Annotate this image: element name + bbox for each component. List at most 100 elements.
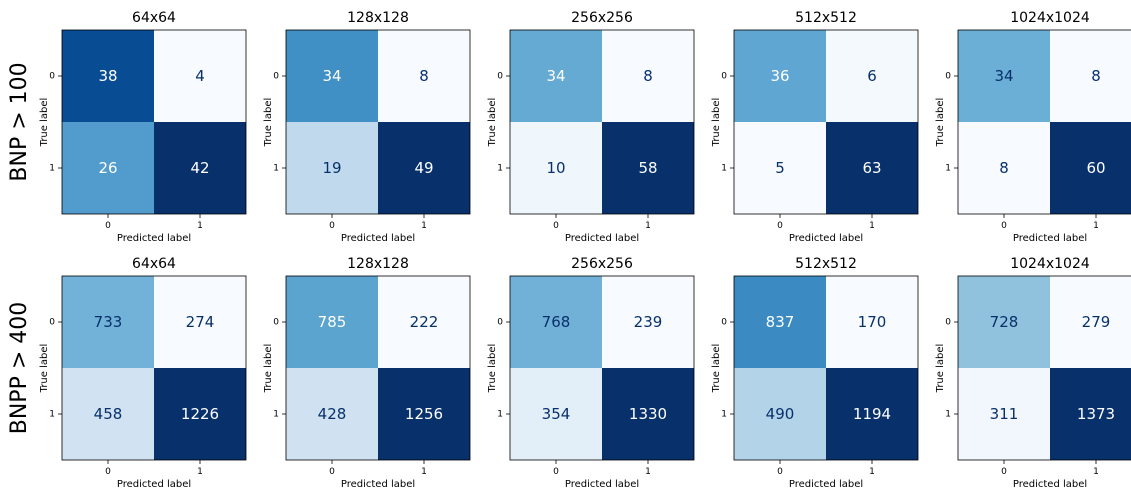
- cell-value: 274: [186, 313, 215, 331]
- x-tick-label: 1: [869, 221, 875, 231]
- y-axis-label: True label: [39, 98, 50, 148]
- matrix-cell: [378, 368, 470, 460]
- panel-title: 256x256: [571, 10, 633, 26]
- cell-value: 60: [1086, 159, 1105, 177]
- panel-frame: [957, 275, 1131, 461]
- row-label: BNP > 100: [7, 62, 32, 181]
- panel-title: 64x64: [132, 256, 176, 272]
- matrix-cell: [602, 30, 694, 122]
- matrix-cell: [602, 368, 694, 460]
- cell-value: 1226: [181, 405, 219, 423]
- x-tick-label: 0: [553, 221, 559, 231]
- y-tick-label: 1: [273, 164, 279, 174]
- x-axis-label: Predicted label: [1013, 479, 1087, 490]
- y-axis-label: True label: [263, 98, 274, 148]
- matrix-cell: [1050, 368, 1131, 460]
- cell-value: 1194: [853, 405, 891, 423]
- cell-value: 733: [94, 313, 123, 331]
- matrix-cell: [154, 368, 246, 460]
- matrix-cell: [1050, 122, 1131, 214]
- matrix-cell: [734, 276, 826, 368]
- matrix-cell: [602, 122, 694, 214]
- y-tick-label: 1: [721, 410, 727, 420]
- x-tick-label: 0: [329, 467, 335, 477]
- matrix-cell: [62, 30, 154, 122]
- panel-frame: [509, 275, 695, 461]
- cell-value: 49: [414, 159, 433, 177]
- matrix-cell: [286, 276, 378, 368]
- matrix-cell: [826, 122, 918, 214]
- matrix-cell: [62, 276, 154, 368]
- x-axis-label: Predicted label: [565, 233, 639, 244]
- cell-value: 1256: [405, 405, 443, 423]
- cell-value: 8: [1091, 67, 1101, 85]
- panel-frame: [61, 29, 247, 215]
- cell-value: 34: [322, 67, 341, 85]
- matrix-cell: [510, 122, 602, 214]
- panel-frame: [509, 29, 695, 215]
- y-tick-label: 0: [721, 72, 727, 82]
- cell-value: 63: [862, 159, 881, 177]
- matrix-cell: [154, 276, 246, 368]
- matrix-cell: [510, 368, 602, 460]
- cell-value: 239: [634, 313, 663, 331]
- x-tick-label: 1: [421, 221, 427, 231]
- x-tick-label: 0: [1001, 467, 1007, 477]
- x-tick-label: 0: [777, 467, 783, 477]
- y-tick-label: 1: [273, 410, 279, 420]
- matrix-cell: [1050, 30, 1131, 122]
- cell-value: 170: [858, 313, 887, 331]
- x-tick-label: 0: [553, 467, 559, 477]
- panel-frame: [61, 275, 247, 461]
- matrix-cell: [734, 30, 826, 122]
- cell-value: 34: [994, 67, 1013, 85]
- matrix-cell: [286, 30, 378, 122]
- y-tick-label: 0: [945, 318, 951, 328]
- x-axis-label: Predicted label: [789, 233, 863, 244]
- cell-value: 36: [770, 67, 789, 85]
- cell-value: 58: [638, 159, 657, 177]
- matrix-cell: [62, 368, 154, 460]
- panel-title: 128x128: [347, 256, 409, 272]
- y-tick-label: 0: [721, 318, 727, 328]
- y-axis-label: True label: [711, 344, 722, 394]
- panel-frame: [733, 275, 919, 461]
- x-axis-label: Predicted label: [789, 479, 863, 490]
- matrix-cell: [958, 122, 1050, 214]
- y-tick-label: 0: [497, 72, 503, 82]
- cell-value: 279: [1082, 313, 1111, 331]
- y-tick-label: 1: [497, 410, 503, 420]
- confusion-matrix-panel: 128x128 785 222 428 1256 0 1 0 1 Predicted label T…: [263, 256, 471, 490]
- y-tick-label: 0: [273, 318, 279, 328]
- x-tick-label: 1: [197, 467, 203, 477]
- cell-value: 490: [766, 405, 795, 423]
- x-tick-label: 1: [1093, 467, 1099, 477]
- matrix-cell: [958, 368, 1050, 460]
- y-tick-label: 0: [945, 72, 951, 82]
- panel-title: 1024x1024: [1010, 10, 1090, 26]
- panel-title: 512x512: [795, 10, 857, 26]
- row-label: BNPP > 400: [7, 302, 32, 435]
- x-axis-label: Predicted label: [117, 479, 191, 490]
- matrix-cell: [510, 30, 602, 122]
- x-axis-label: Predicted label: [565, 479, 639, 490]
- matrix-cell: [286, 368, 378, 460]
- y-axis-label: True label: [487, 344, 498, 394]
- matrix-cell: [734, 122, 826, 214]
- matrix-cell: [378, 30, 470, 122]
- matrix-cell: [1050, 276, 1131, 368]
- cell-value: 311: [990, 405, 1019, 423]
- panel-frame: [733, 29, 919, 215]
- matrix-cell: [510, 276, 602, 368]
- panel-title: 64x64: [132, 10, 176, 26]
- confusion-matrix-panel: 64x64 733 274 458 1226 0 1 0 1 Predicted label Tru…: [39, 256, 247, 490]
- x-tick-label: 1: [645, 221, 651, 231]
- cell-value: 10: [546, 159, 565, 177]
- confusion-matrix-panel: 512x512 36 6 5 63 0 1 0 1 Predicted label True lab…: [711, 10, 919, 244]
- cell-value: 837: [766, 313, 795, 331]
- x-tick-label: 1: [197, 221, 203, 231]
- cell-value: 8: [999, 159, 1009, 177]
- cell-value: 1373: [1077, 405, 1115, 423]
- y-tick-label: 0: [49, 318, 55, 328]
